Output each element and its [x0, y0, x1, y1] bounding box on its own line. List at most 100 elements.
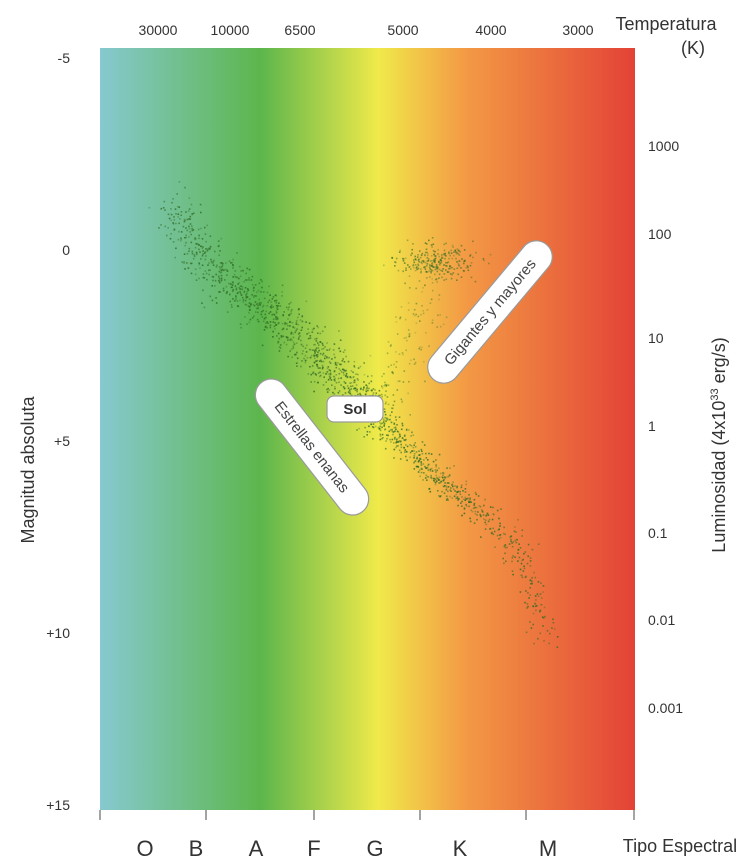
star-point	[476, 514, 478, 516]
star-point	[295, 321, 298, 324]
star-point	[273, 325, 276, 328]
star-point	[257, 311, 259, 314]
star-point	[419, 458, 422, 460]
star-point	[209, 245, 212, 248]
star-point	[445, 488, 448, 491]
star-point	[220, 279, 223, 281]
star-point	[342, 351, 345, 353]
star-point	[474, 506, 476, 509]
star-point	[417, 264, 420, 267]
star-point	[430, 244, 433, 246]
star-point	[422, 312, 425, 315]
star-point	[388, 430, 391, 433]
star-point	[322, 360, 325, 363]
star-point	[301, 315, 304, 317]
star-point	[178, 206, 181, 208]
star-point	[403, 435, 406, 437]
star-point	[246, 323, 248, 325]
star-point	[435, 266, 437, 268]
star-point	[287, 355, 289, 358]
star-point	[375, 392, 378, 394]
star-point	[189, 215, 192, 218]
star-point	[286, 328, 288, 330]
star-point	[226, 291, 228, 293]
star-point	[534, 603, 537, 605]
star-point	[220, 277, 223, 280]
star-point	[449, 267, 451, 270]
star-point	[433, 479, 435, 482]
star-point	[200, 245, 203, 248]
star-point	[274, 322, 276, 324]
star-point	[215, 302, 218, 304]
star-point	[387, 366, 390, 368]
star-point	[370, 423, 373, 426]
star-point	[313, 354, 315, 356]
star-point	[447, 475, 449, 478]
star-point	[283, 341, 286, 344]
star-point	[523, 567, 526, 570]
star-point	[333, 353, 335, 356]
star-point	[445, 487, 448, 489]
star-point	[438, 482, 440, 484]
star-point	[352, 376, 354, 379]
star-point	[444, 257, 446, 260]
star-point	[392, 407, 394, 410]
star-point	[435, 255, 437, 257]
star-point	[272, 318, 275, 321]
star-point	[327, 378, 330, 381]
star-point	[438, 262, 441, 265]
star-point	[212, 279, 214, 282]
star-point	[394, 261, 396, 263]
star-point	[172, 222, 174, 224]
star-point	[244, 316, 246, 318]
left-tick: -5	[58, 50, 71, 66]
star-point	[525, 631, 528, 634]
right-tick: 1000	[648, 138, 679, 154]
star-point	[453, 495, 456, 498]
star-point	[261, 306, 264, 308]
star-point	[385, 419, 388, 421]
star-point	[531, 576, 533, 579]
star-point	[275, 302, 278, 304]
star-point	[412, 434, 415, 436]
star-point	[487, 514, 490, 516]
star-point	[332, 391, 334, 394]
star-point	[524, 601, 526, 604]
star-point	[347, 387, 350, 389]
star-point	[318, 375, 321, 378]
star-point	[484, 519, 487, 521]
star-point	[269, 294, 271, 296]
star-point	[226, 269, 228, 271]
star-point	[413, 314, 416, 317]
star-point	[274, 318, 277, 320]
star-point	[401, 400, 404, 403]
star-point	[418, 450, 420, 452]
star-point	[354, 387, 356, 389]
star-point	[523, 552, 525, 555]
star-point	[420, 464, 423, 466]
star-point	[383, 424, 385, 427]
star-point	[398, 251, 401, 253]
star-point	[536, 593, 539, 595]
star-point	[428, 239, 430, 242]
star-point	[275, 304, 278, 307]
star-point	[315, 354, 317, 357]
star-point	[211, 275, 214, 278]
star-point	[257, 307, 259, 310]
star-point	[321, 330, 324, 333]
star-point	[240, 326, 242, 329]
star-point	[381, 437, 383, 440]
star-point	[311, 328, 314, 331]
star-point	[446, 497, 449, 500]
star-point	[246, 267, 249, 270]
star-point	[499, 522, 501, 525]
star-point	[322, 352, 325, 355]
star-point	[317, 351, 319, 354]
star-point	[542, 585, 545, 587]
star-point	[379, 394, 381, 397]
star-point	[426, 277, 428, 279]
star-point	[446, 482, 449, 484]
star-point	[295, 323, 298, 325]
star-point	[482, 258, 485, 260]
star-point	[218, 254, 220, 257]
